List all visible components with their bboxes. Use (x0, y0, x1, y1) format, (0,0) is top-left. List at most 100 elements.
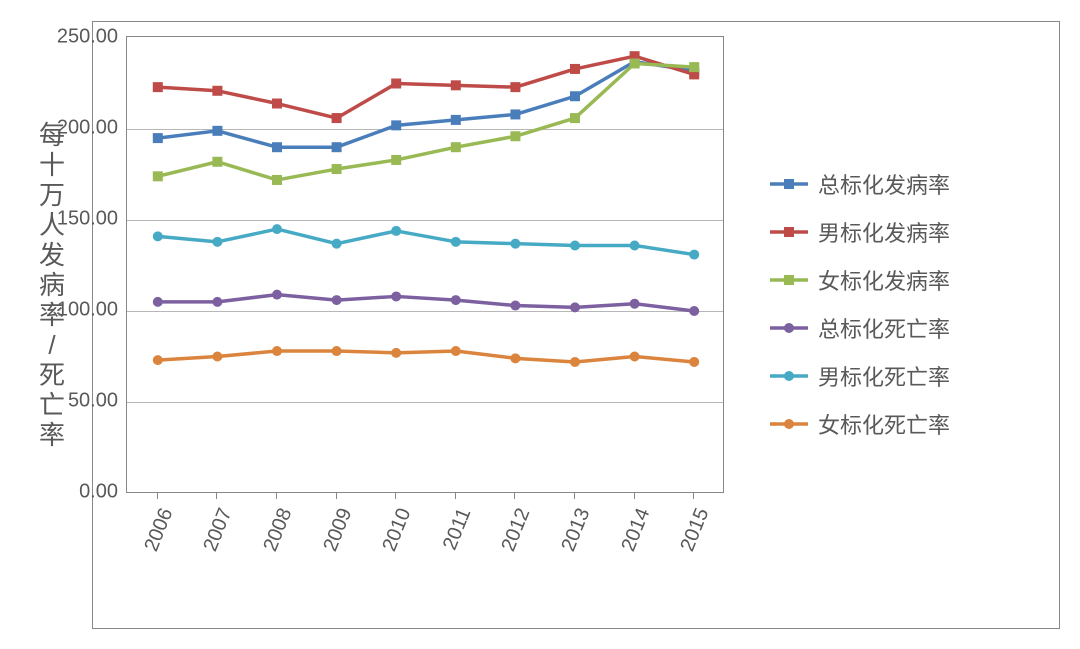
series-marker (690, 63, 699, 72)
y-axis-title-char: 万 (37, 180, 67, 210)
series-marker (213, 352, 222, 361)
y-axis-title-char: 死 (37, 360, 67, 390)
series-marker (392, 121, 401, 130)
y-axis-title-char: 发 (37, 240, 67, 270)
series-marker (392, 226, 401, 235)
series-marker (690, 357, 699, 366)
legend-label: 总标化死亡率 (818, 312, 950, 344)
legend-item: 总标化死亡率 (770, 312, 950, 344)
legend-item: 男标化发病率 (770, 216, 950, 248)
legend-swatch (770, 367, 808, 385)
series-marker (273, 143, 282, 152)
y-axis-title-char: 每 (37, 120, 67, 150)
y-axis-title-char: 人 (37, 210, 67, 240)
chart-svg (127, 37, 725, 494)
series-marker (332, 114, 341, 123)
series-marker (213, 86, 222, 95)
series-line (158, 229, 694, 254)
x-tick-mark (157, 493, 158, 499)
series-marker (392, 79, 401, 88)
series-marker (332, 347, 341, 356)
series-marker (511, 132, 520, 141)
series-marker (571, 241, 580, 250)
x-tick-mark (514, 493, 515, 499)
series-marker (332, 239, 341, 248)
series-marker (213, 126, 222, 135)
series-marker (451, 143, 460, 152)
series-line (158, 351, 694, 362)
series-marker (392, 348, 401, 357)
series-marker (153, 297, 162, 306)
x-tick-mark (693, 493, 694, 499)
series-marker (153, 134, 162, 143)
y-axis-title-char: / (37, 330, 67, 360)
legend-label: 女标化死亡率 (818, 408, 950, 440)
series-marker (451, 237, 460, 246)
x-tick-mark (216, 493, 217, 499)
legend-swatch (770, 271, 808, 289)
x-tick-mark (336, 493, 337, 499)
x-tick-mark (395, 493, 396, 499)
legend-item: 男标化死亡率 (770, 360, 950, 392)
y-axis-title-char: 亡 (37, 390, 67, 420)
series-marker (571, 114, 580, 123)
series-marker (630, 59, 639, 68)
series-marker (153, 83, 162, 92)
series-line (158, 56, 694, 118)
series-marker (571, 303, 580, 312)
legend-label: 男标化死亡率 (818, 360, 950, 392)
series-marker (511, 83, 520, 92)
legend-item: 女标化死亡率 (770, 408, 950, 440)
series-marker (571, 64, 580, 73)
y-tick-label: 50.00 (68, 390, 118, 413)
series-marker (511, 239, 520, 248)
legend-item: 总标化发病率 (770, 168, 950, 200)
series-marker (213, 297, 222, 306)
series-marker (273, 225, 282, 234)
series-marker (571, 92, 580, 101)
legend-item: 女标化发病率 (770, 264, 950, 296)
x-tick-mark (455, 493, 456, 499)
y-axis-title: 每十万人发病率/死亡率 (37, 120, 67, 450)
x-tick-mark (634, 493, 635, 499)
series-marker (273, 99, 282, 108)
y-axis-title-char: 率 (37, 420, 67, 450)
series-marker (571, 357, 580, 366)
series-marker (153, 172, 162, 181)
legend-swatch (770, 223, 808, 241)
series-marker (332, 165, 341, 174)
series-marker (213, 157, 222, 166)
series-marker (511, 301, 520, 310)
series-marker (273, 175, 282, 184)
series-marker (332, 296, 341, 305)
legend-label: 女标化发病率 (818, 264, 950, 296)
series-marker (511, 354, 520, 363)
series-marker (153, 232, 162, 241)
series-marker (451, 81, 460, 90)
series-marker (630, 299, 639, 308)
series-marker (630, 352, 639, 361)
series-marker (630, 241, 639, 250)
y-tick-label: 250.00 (57, 26, 118, 49)
legend-swatch (770, 175, 808, 193)
y-tick-label: 0.00 (79, 481, 118, 504)
series-marker (451, 115, 460, 124)
series-marker (690, 307, 699, 316)
series-marker (451, 296, 460, 305)
legend-swatch (770, 319, 808, 337)
legend: 总标化发病率男标化发病率女标化发病率总标化死亡率男标化死亡率女标化死亡率 (770, 168, 950, 440)
series-marker (273, 290, 282, 299)
series-marker (213, 237, 222, 246)
series-marker (690, 250, 699, 259)
series-marker (332, 143, 341, 152)
x-tick-mark (276, 493, 277, 499)
legend-label: 总标化发病率 (818, 168, 950, 200)
series-line (158, 295, 694, 311)
series-marker (392, 155, 401, 164)
plot-area (126, 36, 724, 493)
series-marker (273, 347, 282, 356)
series-marker (451, 347, 460, 356)
series-marker (392, 292, 401, 301)
series-line (158, 62, 694, 148)
y-axis-title-char: 病 (37, 270, 67, 300)
